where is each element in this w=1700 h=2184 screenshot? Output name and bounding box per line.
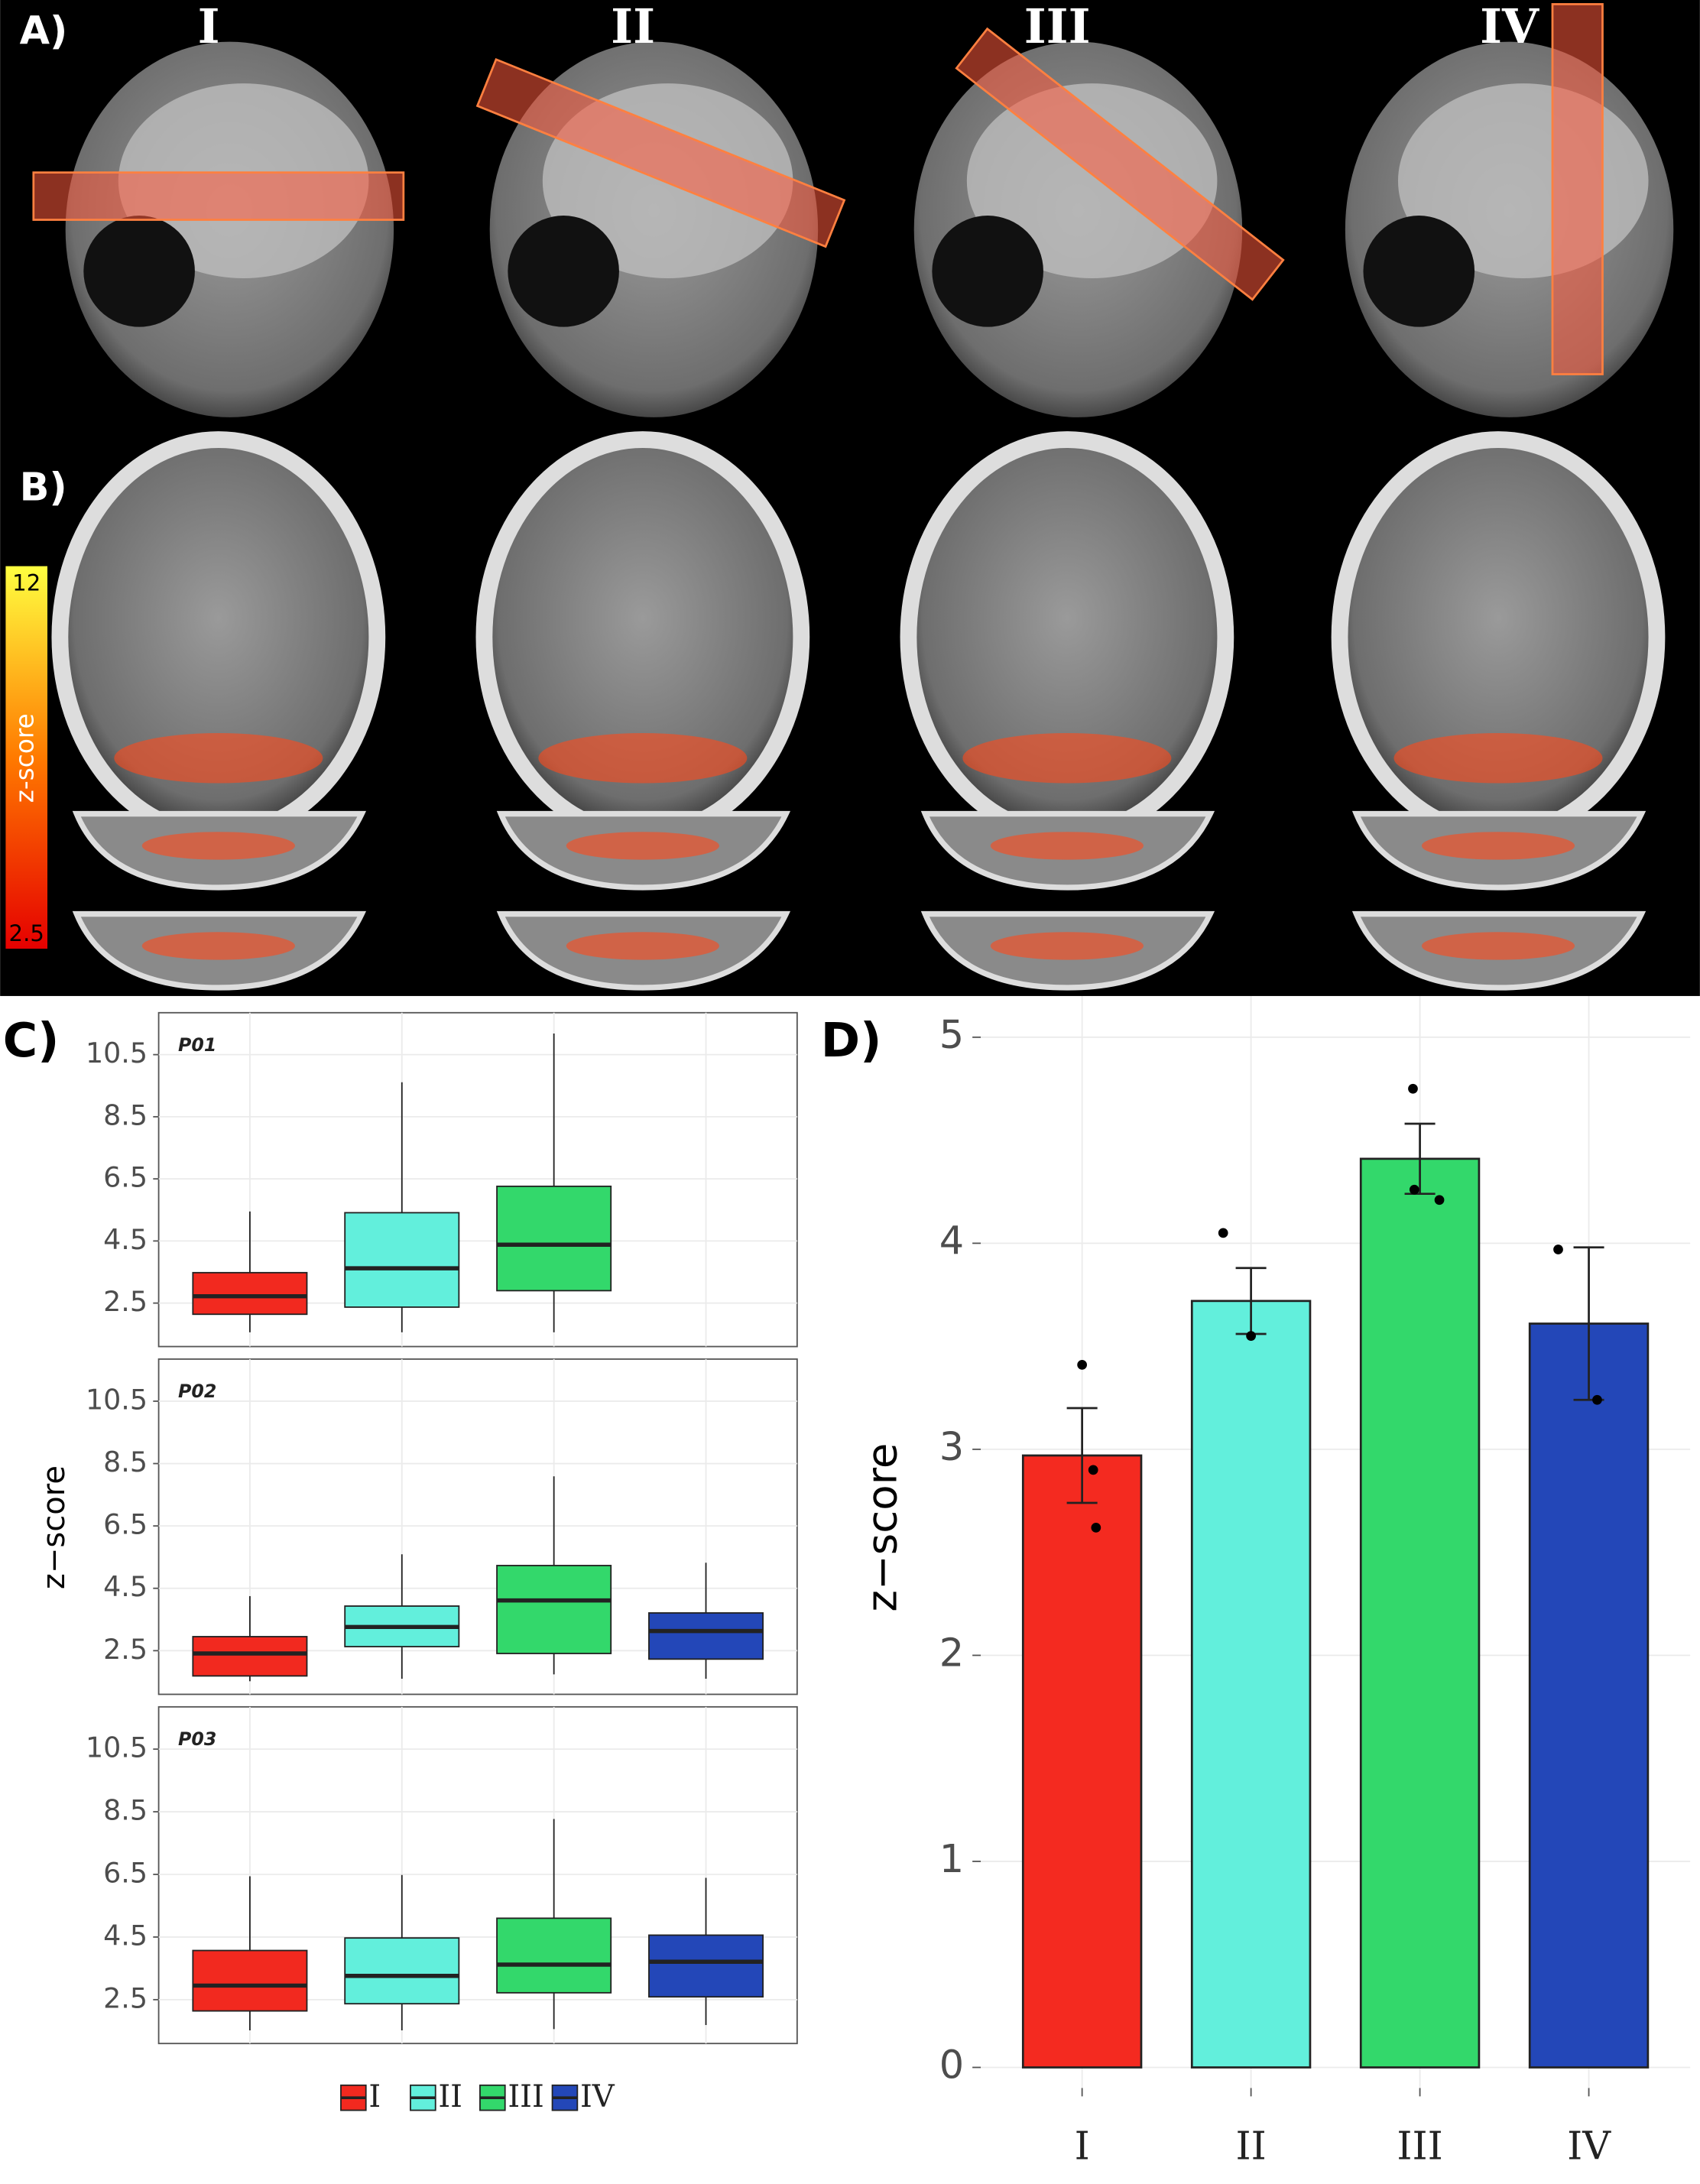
activation xyxy=(566,832,719,860)
y-axis-label: z−score xyxy=(37,1465,72,1589)
point xyxy=(1088,1465,1098,1475)
point xyxy=(1553,1245,1563,1254)
activation xyxy=(962,733,1172,784)
y-tick-label: 6.5 xyxy=(103,1856,148,1889)
face-dark xyxy=(508,216,619,327)
column-label: III xyxy=(1024,0,1091,54)
y-tick-label: 4 xyxy=(939,1219,964,1264)
legend-label: I xyxy=(368,2079,381,2114)
brain-axial xyxy=(492,447,793,826)
box xyxy=(192,1949,308,2012)
y-tick-label: 5 xyxy=(939,1013,964,1058)
y-tick-label: 0 xyxy=(939,2043,964,2088)
y-tick-label: 4.5 xyxy=(103,1223,148,1256)
y-tick-label: 4.5 xyxy=(103,1570,148,1603)
point xyxy=(1408,1083,1418,1094)
y-tick-label: 1 xyxy=(939,1837,964,1882)
brain-axial xyxy=(68,447,369,826)
x-tick-label: III xyxy=(1397,2124,1442,2169)
slab xyxy=(955,27,1285,301)
y-tick-label: 10.5 xyxy=(86,1731,148,1764)
activation xyxy=(141,932,295,960)
point xyxy=(1434,1195,1445,1206)
activation xyxy=(1421,832,1575,860)
box xyxy=(648,1934,764,1998)
x-tick-label: IV xyxy=(1567,2124,1611,2169)
box xyxy=(192,1271,308,1316)
point xyxy=(1218,1228,1228,1238)
box xyxy=(496,1185,612,1292)
point xyxy=(1409,1184,1419,1195)
brain-axial xyxy=(917,447,1218,826)
x-tick-label: I xyxy=(1075,2124,1090,2169)
activation xyxy=(141,832,295,860)
activation xyxy=(114,733,323,784)
colorbar-max: 12 xyxy=(12,570,41,595)
box xyxy=(344,1212,460,1308)
brain-sagittal xyxy=(966,83,1218,278)
y-tick-label: 10.5 xyxy=(86,1037,148,1069)
x-tick-label: II xyxy=(1235,2124,1266,2169)
panel-title: P02 xyxy=(178,1381,216,1402)
y-tick-label: 2 xyxy=(939,1631,964,1676)
y-tick-label: 8.5 xyxy=(103,1446,148,1478)
panel-label: A) xyxy=(20,9,68,54)
point xyxy=(1077,1360,1088,1370)
box xyxy=(496,1917,612,1994)
y-tick-label: 4.5 xyxy=(103,1919,148,1952)
y-tick-label: 8.5 xyxy=(103,1098,148,1131)
y-tick-label: 2.5 xyxy=(103,1981,148,2014)
y-tick-label: 2.5 xyxy=(103,1285,148,1318)
face-dark xyxy=(1363,216,1475,327)
point xyxy=(1091,1522,1101,1533)
brain-images xyxy=(32,3,1674,991)
colorbar-label: z-score xyxy=(11,713,40,803)
colorbar-min: 2.5 xyxy=(9,920,44,946)
y-tick-label: 6.5 xyxy=(103,1161,148,1194)
column-label: II xyxy=(611,0,655,54)
point xyxy=(1246,1331,1256,1342)
activation xyxy=(990,832,1144,860)
panel-label: D) xyxy=(821,1013,882,1068)
panel-label: B) xyxy=(20,466,67,511)
box xyxy=(192,1636,308,1677)
y-tick-label: 8.5 xyxy=(103,1794,148,1827)
legend-label: II xyxy=(438,2079,462,2114)
brain-axial xyxy=(1348,447,1649,826)
bar xyxy=(1190,1300,1312,2069)
bar xyxy=(1359,1157,1481,2069)
panel-title: P01 xyxy=(178,1034,216,1056)
y-tick-label: 3 xyxy=(939,1425,964,1470)
y-axis-label: z−score xyxy=(858,1443,907,1612)
activation xyxy=(1393,733,1603,784)
y-tick-label: 2.5 xyxy=(103,1633,148,1666)
activation xyxy=(990,932,1144,960)
panel-title: P03 xyxy=(178,1728,216,1750)
point xyxy=(1592,1394,1602,1405)
activation xyxy=(538,733,748,784)
bar xyxy=(1021,1454,1143,2069)
column-label: IV xyxy=(1480,0,1539,54)
box xyxy=(496,1565,612,1654)
legend-label: IV xyxy=(580,2079,615,2114)
box xyxy=(344,1937,460,2005)
colorbar xyxy=(5,566,48,949)
y-tick-label: 10.5 xyxy=(86,1383,148,1416)
activation xyxy=(566,932,719,960)
activation xyxy=(1421,932,1575,960)
bar xyxy=(1528,1322,1650,2069)
y-tick-label: 6.5 xyxy=(103,1508,148,1541)
box xyxy=(648,1612,764,1660)
slab xyxy=(475,57,846,248)
panel-label: C) xyxy=(3,1013,60,1068)
face-dark xyxy=(83,216,195,327)
face-dark xyxy=(932,216,1043,327)
legend-label: III xyxy=(508,2079,543,2114)
column-label: I xyxy=(198,0,220,54)
slab xyxy=(1551,3,1604,375)
slab xyxy=(32,171,405,221)
